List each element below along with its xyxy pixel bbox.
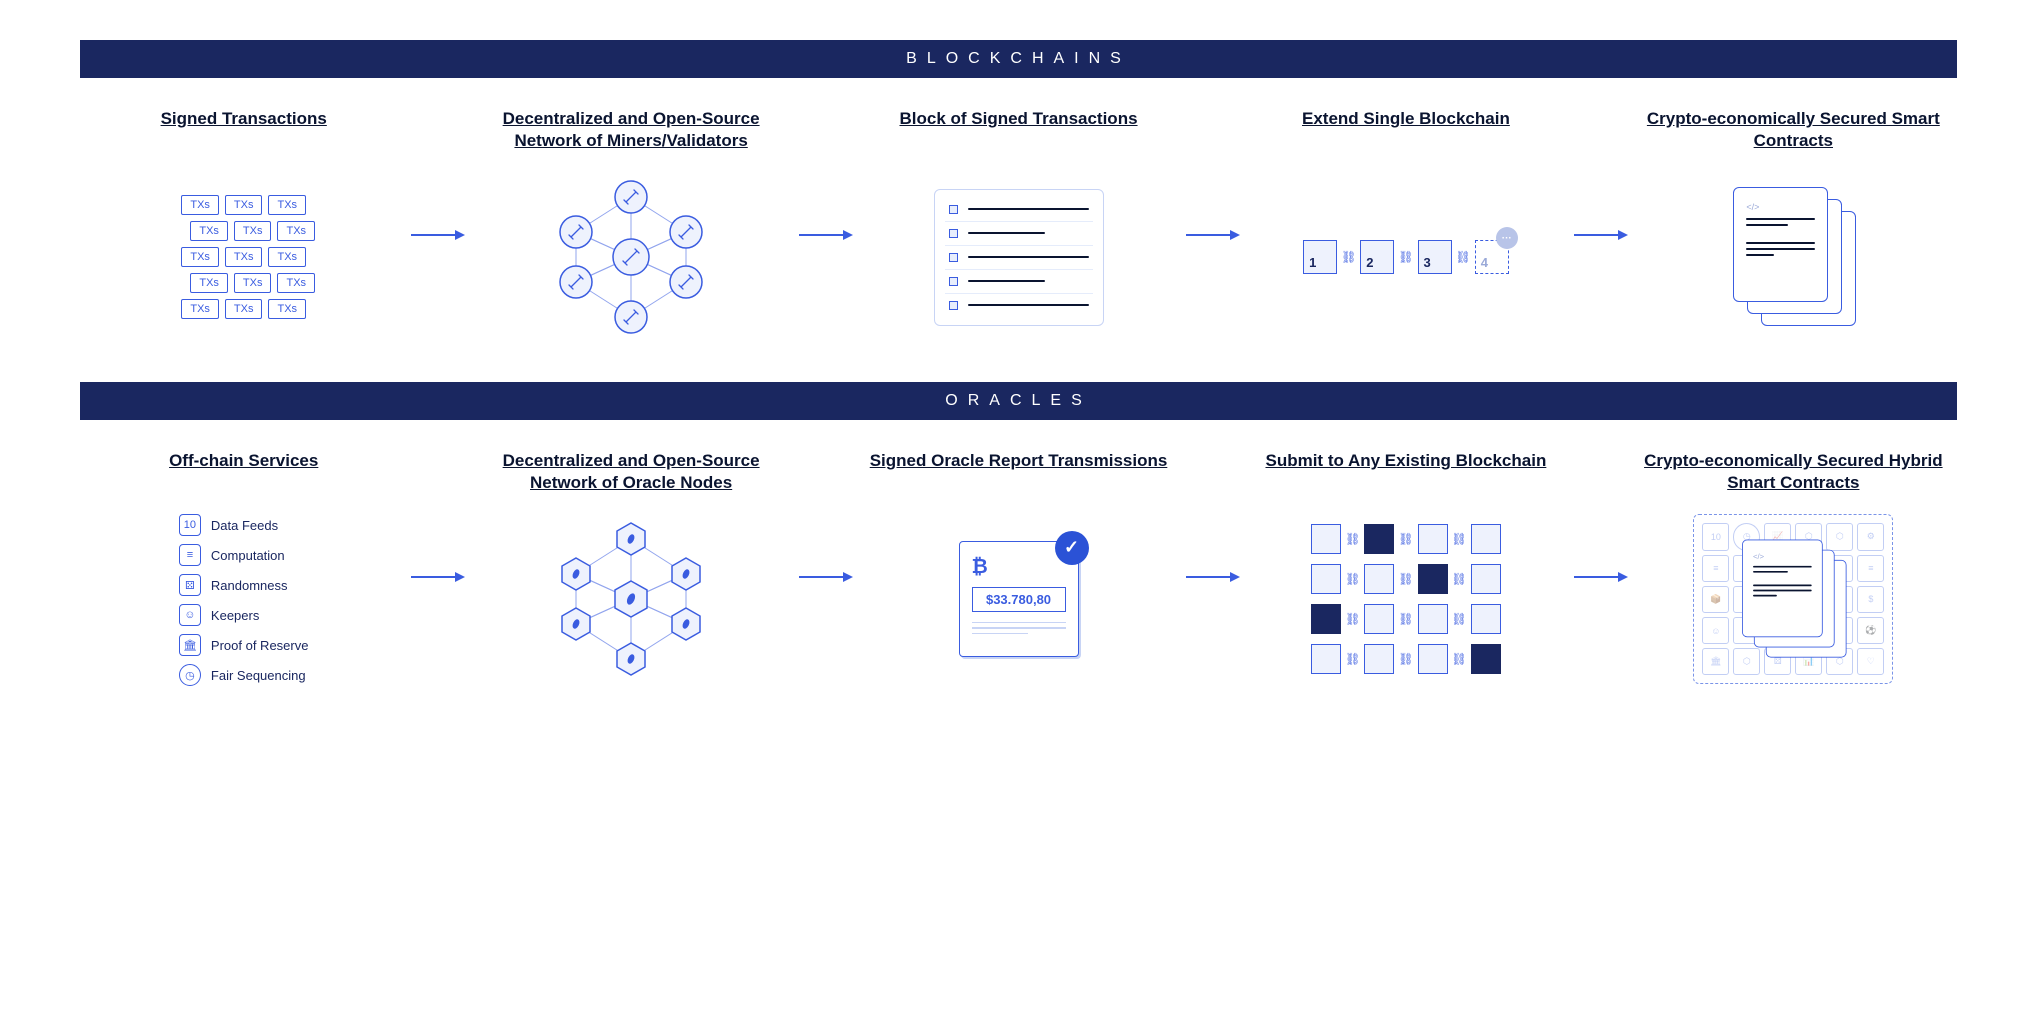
tx-box: TXs [268,247,306,267]
tx-box: TXs [268,299,306,319]
chain-block-pending: 4 ··· [1475,240,1509,274]
bitcoin-icon: ₿ [972,556,1066,579]
tx-box: TXs [225,195,263,215]
step-title: Submit to Any Existing Blockchain [1265,450,1546,494]
service-item: ⚄Randomness [179,574,309,596]
bank-icon: 🏛 [179,634,201,656]
chain-link-icon: ⛓ [1341,250,1356,264]
step-oracle-network: Decentralized and Open-Source Network of… [467,450,794,684]
step-signed-transactions: Signed Transactions TXsTXsTXs TXsTXsTXs … [80,108,407,342]
code-tag-icon: </> [1746,202,1815,212]
services-list-illustration: 10Data Feeds ≡Computation ⚄Randomness ☺K… [179,514,309,686]
check-icon: ✓ [1055,531,1089,565]
tx-box: TXs [225,247,263,267]
arrow [407,450,467,584]
document-stack-illustration: </> [1733,172,1853,342]
step-hybrid-contracts: Crypto-economically Secured Hybrid Smart… [1630,450,1957,684]
tx-box: TXs [277,221,315,241]
service-item: 10Data Feeds [179,514,309,536]
step-title: Signed Transactions [161,108,327,152]
section-header-blockchains: BLOCKCHAINS [80,40,1957,78]
step-oracle-report: Signed Oracle Report Transmissions ✓ ₿ $… [855,450,1182,684]
chain-block: 1 [1303,240,1337,274]
chain-block: 3 [1418,240,1452,274]
step-title: Decentralized and Open-Source Network of… [467,450,794,494]
tx-box: TXs [190,221,228,241]
tx-box: TXs [225,299,263,319]
arrow [1182,450,1242,584]
tx-box: TXs [234,273,272,293]
row-blockchains: Signed Transactions TXsTXsTXs TXsTXsTXs … [80,108,1957,342]
tx-box: TXs [181,195,219,215]
tx-box: TXs [268,195,306,215]
tx-box: TXs [190,273,228,293]
step-title: Signed Oracle Report Transmissions [870,450,1168,494]
multi-chain-illustration: ⛓⛓⛓ ⛓⛓⛓ ⛓⛓⛓ ⛓⛓⛓ [1311,514,1501,684]
service-item: ≡Computation [179,544,309,566]
row-oracles: Off-chain Services 10Data Feeds ≡Computa… [80,450,1957,686]
tx-box: TXs [234,221,272,241]
step-title: Crypto-economically Secured Smart Contra… [1630,108,1957,152]
service-item: ◷Fair Sequencing [179,664,309,686]
section-header-oracles: ORACLES [80,382,1957,420]
clock-icon: ◷ [179,664,201,686]
miner-network-illustration [546,172,716,342]
arrow [795,450,855,584]
step-smart-contracts: Crypto-economically Secured Smart Contra… [1630,108,1957,342]
arrow [407,108,467,242]
step-title: Extend Single Blockchain [1302,108,1510,152]
step-title: Decentralized and Open-Source Network of… [467,108,794,152]
server-icon: ≡ [179,544,201,566]
step-offchain-services: Off-chain Services 10Data Feeds ≡Computa… [80,450,407,686]
arrow [795,108,855,242]
step-title: Block of Signed Transactions [899,108,1137,152]
binary-icon: 10 [179,514,201,536]
chain-link-icon: ⛓ [1456,250,1471,264]
tx-box: TXs [277,273,315,293]
arrow [1182,108,1242,242]
step-submit-blockchain: Submit to Any Existing Blockchain ⛓⛓⛓ ⛓⛓… [1242,450,1569,684]
dice-icon: ⚄ [179,574,201,596]
step-extend-blockchain: Extend Single Blockchain 1 ⛓ 2 ⛓ 3 ⛓ 4 ·… [1242,108,1569,342]
chain-block: 2 [1360,240,1394,274]
tx-box: TXs [181,299,219,319]
arrow [1570,108,1630,242]
report-illustration: ✓ ₿ $33.780,80 [959,514,1079,684]
tx-box: TXs [181,247,219,267]
more-icon: ··· [1496,227,1518,249]
hybrid-panel-illustration: 10◷📈⬡⬡⚙ ≡⬡⬡⬡⬡≡ 📦⬡⬡⬡⬡$ ☺⬡⬡⬡⬡⚽ 🏛⬡⚄📊⬡♡ </> [1693,514,1893,684]
chain-link-icon: ⛓ [1398,250,1413,264]
service-item: ☺Keepers [179,604,309,626]
robot-icon: ☺ [179,604,201,626]
service-item: 🏛Proof of Reserve [179,634,309,656]
tx-grid-illustration: TXsTXsTXs TXsTXsTXs TXsTXsTXs TXsTXsTXs … [172,172,315,342]
step-title: Off-chain Services [169,450,318,494]
step-miners-network: Decentralized and Open-Source Network of… [467,108,794,342]
arrow [1570,450,1630,584]
step-block-signed-tx: Block of Signed Transactions [855,108,1182,342]
chain-illustration: 1 ⛓ 2 ⛓ 3 ⛓ 4 ··· [1303,172,1509,342]
report-amount: $33.780,80 [972,587,1066,612]
oracle-network-illustration [546,514,716,684]
step-title: Crypto-economically Secured Hybrid Smart… [1630,450,1957,494]
block-rows-illustration [934,172,1104,342]
